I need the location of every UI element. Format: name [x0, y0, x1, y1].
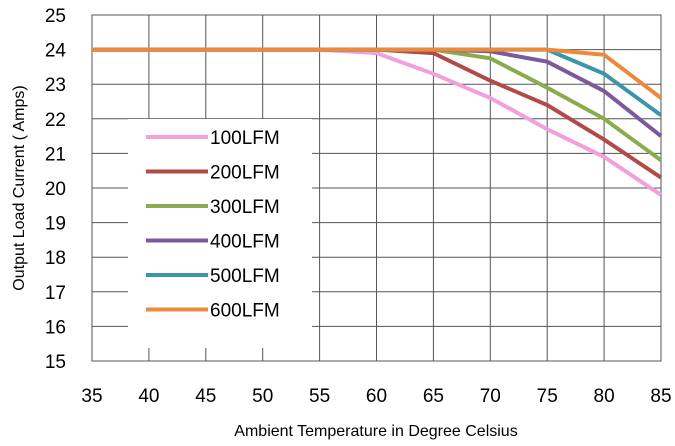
y-tick-label: 15 — [45, 352, 66, 373]
x-tick-label: 60 — [366, 386, 387, 407]
legend-label: 300LFM — [210, 197, 280, 218]
y-tick-label: 19 — [45, 214, 66, 235]
legend: 100LFM 200LFM 300LFM 400LFM 500LFM 600LFM — [146, 128, 280, 322]
x-tick-labels: 35 40 45 50 55 60 65 70 75 80 85 — [81, 386, 671, 407]
y-axis-label: Output Load Current ( Amps) — [11, 85, 28, 290]
x-tick-label: 80 — [594, 386, 615, 407]
legend-label: 100LFM — [210, 128, 280, 149]
x-tick-label: 55 — [309, 386, 330, 407]
x-tick-label: 85 — [650, 386, 671, 407]
y-tick-labels: 15 16 17 18 19 20 21 22 23 24 25 — [45, 6, 67, 373]
y-tick-label: 22 — [45, 110, 66, 131]
x-tick-label: 40 — [138, 386, 159, 407]
y-tick-label: 20 — [45, 179, 66, 200]
series-line-600lfm — [92, 47, 663, 100]
x-tick-label: 70 — [480, 386, 501, 407]
y-tick-label: 25 — [45, 6, 66, 27]
x-axis-label: Ambient Temperature in Degree Celsius — [234, 423, 517, 440]
x-tick-label: 45 — [195, 386, 216, 407]
x-tick-label: 50 — [252, 386, 273, 407]
series-lines — [92, 47, 663, 197]
x-tick-label: 75 — [537, 386, 558, 407]
legend-label: 500LFM — [210, 266, 280, 287]
y-tick-label: 23 — [45, 75, 66, 96]
legend-label: 200LFM — [210, 163, 280, 184]
y-tick-label: 24 — [45, 41, 67, 62]
y-tick-label: 17 — [45, 283, 66, 304]
legend-label: 600LFM — [210, 301, 280, 322]
x-tick-label: 35 — [81, 386, 102, 407]
legend-label: 400LFM — [210, 232, 280, 253]
x-tick-label: 65 — [423, 386, 444, 407]
y-tick-label: 16 — [45, 317, 66, 338]
y-tick-label: 21 — [45, 144, 66, 165]
y-tick-label: 18 — [45, 248, 66, 269]
